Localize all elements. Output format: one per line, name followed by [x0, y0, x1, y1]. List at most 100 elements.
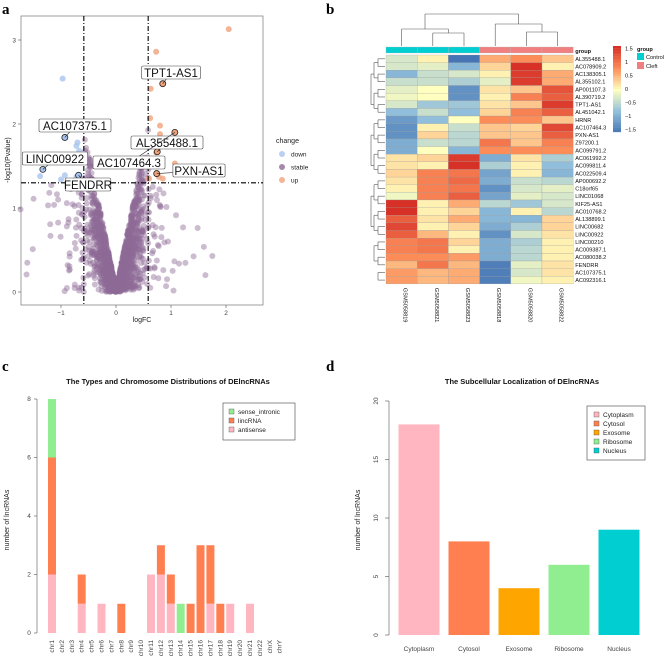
stable-point	[120, 252, 127, 259]
heatmap-cell	[510, 138, 543, 147]
stable-point	[109, 270, 116, 277]
stable-point	[124, 244, 131, 251]
stable-point	[88, 170, 95, 177]
heatmap-cell	[541, 169, 574, 178]
stable-point	[138, 243, 145, 250]
heatmap-cell	[385, 245, 418, 254]
stable-point	[111, 287, 118, 294]
heatmap-cell	[479, 131, 511, 140]
stable-point	[128, 254, 135, 261]
heatmap-cell	[541, 260, 574, 269]
stable-point	[107, 269, 114, 276]
stable-point	[129, 224, 136, 231]
stable-point	[116, 268, 123, 275]
stable-point	[107, 267, 114, 274]
stable-point	[97, 266, 104, 273]
x-tick-label: chr5	[89, 640, 96, 653]
stable-point	[128, 266, 135, 273]
stable-point	[106, 284, 113, 291]
stable-point	[100, 230, 107, 237]
stable-point	[53, 191, 60, 198]
stable-point	[89, 226, 96, 233]
stable-point	[97, 217, 104, 224]
stable-point	[105, 260, 112, 267]
stable-point	[116, 284, 123, 291]
stable-point	[110, 276, 117, 283]
legend-key-down	[279, 151, 285, 157]
heatmap-cell	[417, 268, 449, 277]
stable-point	[100, 249, 107, 256]
heatmap-cell	[417, 100, 449, 109]
stable-point	[136, 284, 143, 291]
row-label: TPT1-AS1	[575, 103, 601, 109]
heatmap-cell	[510, 268, 543, 277]
stable-point	[116, 285, 123, 292]
stable-point	[120, 274, 127, 281]
stable-point	[123, 279, 130, 286]
stable-point	[122, 240, 129, 247]
stable-point	[117, 270, 124, 277]
stable-point	[128, 225, 135, 232]
up-point	[147, 85, 154, 92]
stable-point	[115, 284, 122, 291]
stable-point	[85, 166, 92, 173]
stable-point	[119, 259, 126, 266]
stable-point	[131, 241, 138, 248]
stable-point	[109, 275, 116, 282]
stable-point	[66, 253, 73, 260]
stable-point	[97, 211, 104, 218]
stable-point	[125, 261, 132, 268]
stable-point	[110, 277, 117, 284]
stable-point	[121, 257, 128, 264]
stable-point	[104, 271, 111, 278]
colorbar-tick-label: −1.5	[625, 127, 636, 133]
column-label: GSM5058821	[433, 288, 439, 323]
panel-label-d: d	[326, 359, 335, 375]
stable-point	[151, 233, 158, 240]
stable-point	[123, 261, 130, 268]
stable-point	[93, 231, 100, 238]
stable-point	[105, 279, 112, 286]
stable-point	[105, 255, 112, 262]
legend-label-cytosol: Cytosol	[603, 421, 625, 428]
stable-point	[109, 279, 116, 286]
stable-point	[119, 269, 126, 276]
stable-point	[94, 233, 101, 240]
stable-point	[129, 217, 136, 224]
stable-point	[107, 266, 114, 273]
stable-point	[173, 212, 180, 219]
stable-point	[102, 270, 109, 277]
stable-point	[108, 282, 115, 289]
stable-point	[121, 276, 128, 283]
stable-point	[104, 281, 111, 288]
colorbar-segment	[613, 48, 621, 51]
stable-point	[101, 271, 108, 278]
stable-point	[93, 223, 100, 230]
heatmap-cell	[479, 161, 511, 170]
stable-point	[112, 288, 119, 295]
stable-point	[93, 250, 100, 257]
stable-point	[116, 280, 123, 287]
heatmap-cell	[541, 54, 574, 63]
stable-point	[124, 239, 131, 246]
stable-point	[115, 278, 122, 285]
stable-point	[127, 258, 134, 265]
stable-point	[103, 251, 110, 258]
stable-point	[134, 210, 141, 217]
stable-point	[112, 287, 119, 294]
heatmap-cell	[417, 115, 449, 124]
stable-point	[117, 275, 124, 282]
stable-point	[126, 265, 133, 272]
stable-point	[132, 204, 139, 211]
stable-point	[115, 276, 122, 283]
colorbar-segment	[613, 108, 621, 111]
stable-point	[108, 276, 115, 283]
stable-point	[113, 287, 120, 294]
stable-point	[96, 215, 103, 222]
stable-point	[97, 266, 104, 273]
stable-point	[122, 242, 129, 249]
stable-point	[110, 273, 117, 280]
stable-point	[160, 190, 167, 197]
stable-point	[120, 266, 127, 273]
stable-point	[113, 286, 120, 293]
